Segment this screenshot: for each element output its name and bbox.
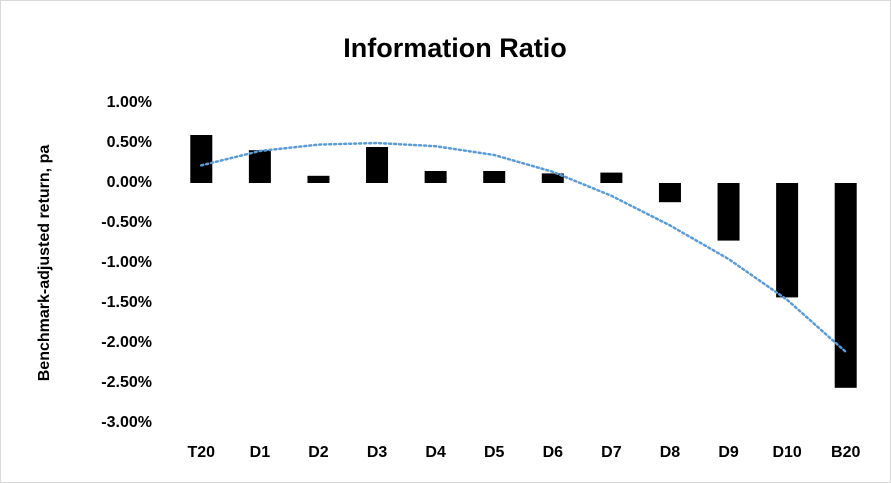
x-tick-label: D4 xyxy=(425,444,446,461)
x-tick-label: D7 xyxy=(601,444,622,461)
bar xyxy=(366,147,389,183)
x-tick-label: T20 xyxy=(188,444,216,461)
x-tick-label: D8 xyxy=(660,444,681,461)
trend-line xyxy=(200,141,847,354)
x-tick-label: D10 xyxy=(772,444,801,461)
y-tick-label: -2.50% xyxy=(101,374,152,391)
y-tick-label: -1.00% xyxy=(101,254,152,271)
y-tick-label: -1.50% xyxy=(101,294,152,311)
x-tick-label: D6 xyxy=(543,444,564,461)
bar xyxy=(424,171,447,183)
bar xyxy=(776,183,799,298)
y-tick-label: -3.00% xyxy=(101,414,152,431)
chart-title: Information Ratio xyxy=(343,33,567,63)
y-axis-label: Benchmark-adjusted return, pa xyxy=(36,145,53,382)
bar xyxy=(834,183,857,388)
x-tick-label: D2 xyxy=(308,444,329,461)
bar xyxy=(190,135,213,183)
y-tick-label: 1.00% xyxy=(107,94,152,111)
x-tick-label: D9 xyxy=(718,444,739,461)
y-tick-label: 0.50% xyxy=(107,134,152,151)
bar xyxy=(658,183,681,203)
y-tick-label: 0.00% xyxy=(107,174,152,191)
bar xyxy=(483,171,506,183)
x-tick-label: B20 xyxy=(831,444,860,461)
x-tick-label: D3 xyxy=(367,444,388,461)
y-tick-label: -2.00% xyxy=(101,334,152,351)
bar xyxy=(307,175,330,183)
x-tick-label: D5 xyxy=(484,444,505,461)
bar xyxy=(717,183,740,241)
y-tick-label: -0.50% xyxy=(101,214,152,231)
bar xyxy=(248,150,271,183)
bar xyxy=(600,172,623,183)
x-tick-label: D1 xyxy=(250,444,271,461)
bar xyxy=(541,173,564,183)
